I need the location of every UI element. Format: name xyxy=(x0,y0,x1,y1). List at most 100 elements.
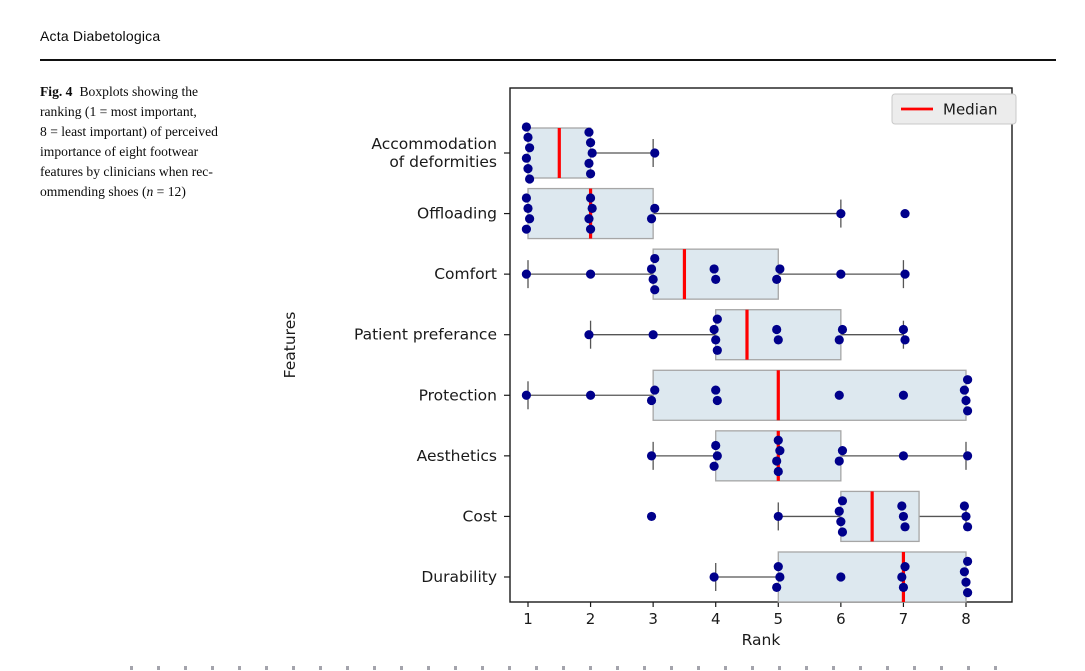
data-point xyxy=(900,522,910,532)
data-point xyxy=(959,501,969,511)
x-axis-title: Rank xyxy=(742,631,781,649)
data-point xyxy=(711,385,721,395)
data-point xyxy=(962,587,973,598)
data-point xyxy=(521,122,531,132)
data-point xyxy=(836,208,846,219)
legend-label: Median xyxy=(943,101,998,119)
data-point xyxy=(525,174,535,184)
x-tick-label: 6 xyxy=(836,610,846,628)
boxplot-box xyxy=(777,551,967,603)
data-point xyxy=(959,385,969,395)
data-point xyxy=(711,440,721,451)
data-point xyxy=(584,330,594,340)
data-point xyxy=(898,324,909,335)
data-point xyxy=(900,335,910,345)
data-point xyxy=(900,561,910,572)
x-tick-label: 5 xyxy=(774,610,784,628)
data-point xyxy=(773,466,783,477)
legend-box xyxy=(891,93,1017,125)
data-point xyxy=(961,577,971,587)
data-point xyxy=(585,138,596,148)
data-point xyxy=(584,214,594,224)
y-category-label: Offloading xyxy=(417,205,497,223)
data-point xyxy=(773,335,783,345)
boxplot-box xyxy=(652,248,779,300)
data-point xyxy=(525,214,535,224)
data-point xyxy=(585,169,596,179)
data-point xyxy=(837,324,848,335)
caption-line: ranking (1 = most important, xyxy=(40,104,197,119)
data-point xyxy=(834,390,844,400)
data-point xyxy=(775,446,785,456)
data-point xyxy=(521,224,531,234)
data-point xyxy=(525,143,535,153)
data-point xyxy=(900,269,910,279)
journal-name: Acta Diabetologica xyxy=(40,28,161,44)
caption-line: Boxplots showing the xyxy=(79,84,199,99)
data-point xyxy=(712,314,722,324)
boxplot-figure: 1 2 3 4 5 6 7 8 Rank Features Accommodation of defo… xyxy=(280,75,1085,660)
data-point xyxy=(961,511,971,522)
data-point xyxy=(709,461,719,471)
data-point xyxy=(650,285,660,295)
data-point xyxy=(712,451,722,461)
data-point xyxy=(898,582,909,592)
data-point xyxy=(836,517,846,527)
header-rule xyxy=(40,59,1056,61)
y-category-label: Cost xyxy=(463,507,497,525)
data-point xyxy=(650,253,660,264)
data-point xyxy=(962,375,973,385)
data-point xyxy=(646,451,657,461)
data-point xyxy=(521,390,531,400)
data-point xyxy=(646,264,657,274)
data-point xyxy=(961,395,971,406)
data-point xyxy=(712,345,722,355)
data-point xyxy=(585,193,596,203)
data-point xyxy=(521,269,531,279)
data-point xyxy=(709,572,719,582)
figure-caption: Fig. 4 Boxplots showing the ranking (1 = … xyxy=(40,82,290,202)
data-point xyxy=(775,264,785,274)
data-point xyxy=(646,511,657,522)
y-category-label: Patient preferance xyxy=(354,326,497,344)
data-point xyxy=(836,572,846,582)
data-point xyxy=(709,324,719,335)
y-category-label: Protection xyxy=(419,386,497,404)
data-point xyxy=(648,330,658,340)
data-point xyxy=(836,269,846,279)
data-point xyxy=(959,567,969,577)
y-category-label: Durability xyxy=(421,568,497,586)
data-point xyxy=(772,274,782,284)
data-point xyxy=(897,572,907,582)
y-category-label: Aesthetics xyxy=(417,447,497,465)
y-axis-title: Features xyxy=(281,312,299,379)
data-point xyxy=(523,164,533,174)
x-tick-label: 1 xyxy=(523,610,533,628)
data-point xyxy=(587,203,597,213)
figure-label: Fig. 4 xyxy=(40,84,73,99)
x-tick-label: 2 xyxy=(586,610,596,628)
data-point xyxy=(773,511,783,522)
data-point xyxy=(897,501,907,511)
data-point xyxy=(775,572,785,582)
data-point xyxy=(962,522,973,532)
x-tick-label: 4 xyxy=(711,610,721,628)
data-point xyxy=(648,274,658,284)
data-point xyxy=(585,390,596,400)
data-point xyxy=(711,335,721,345)
data-point xyxy=(584,158,594,168)
data-point xyxy=(898,451,909,461)
y-category-label: Comfort xyxy=(434,265,497,283)
cropped-text-fragments xyxy=(130,666,1020,670)
data-point xyxy=(523,203,533,213)
data-point xyxy=(898,390,909,400)
data-point xyxy=(646,395,657,406)
caption-line: importance of eight footwear xyxy=(40,144,199,159)
data-point xyxy=(773,561,783,572)
data-point xyxy=(772,456,782,466)
data-point xyxy=(585,224,596,234)
x-tick-label: 3 xyxy=(648,610,658,628)
data-point xyxy=(900,208,910,219)
data-point xyxy=(834,335,844,345)
